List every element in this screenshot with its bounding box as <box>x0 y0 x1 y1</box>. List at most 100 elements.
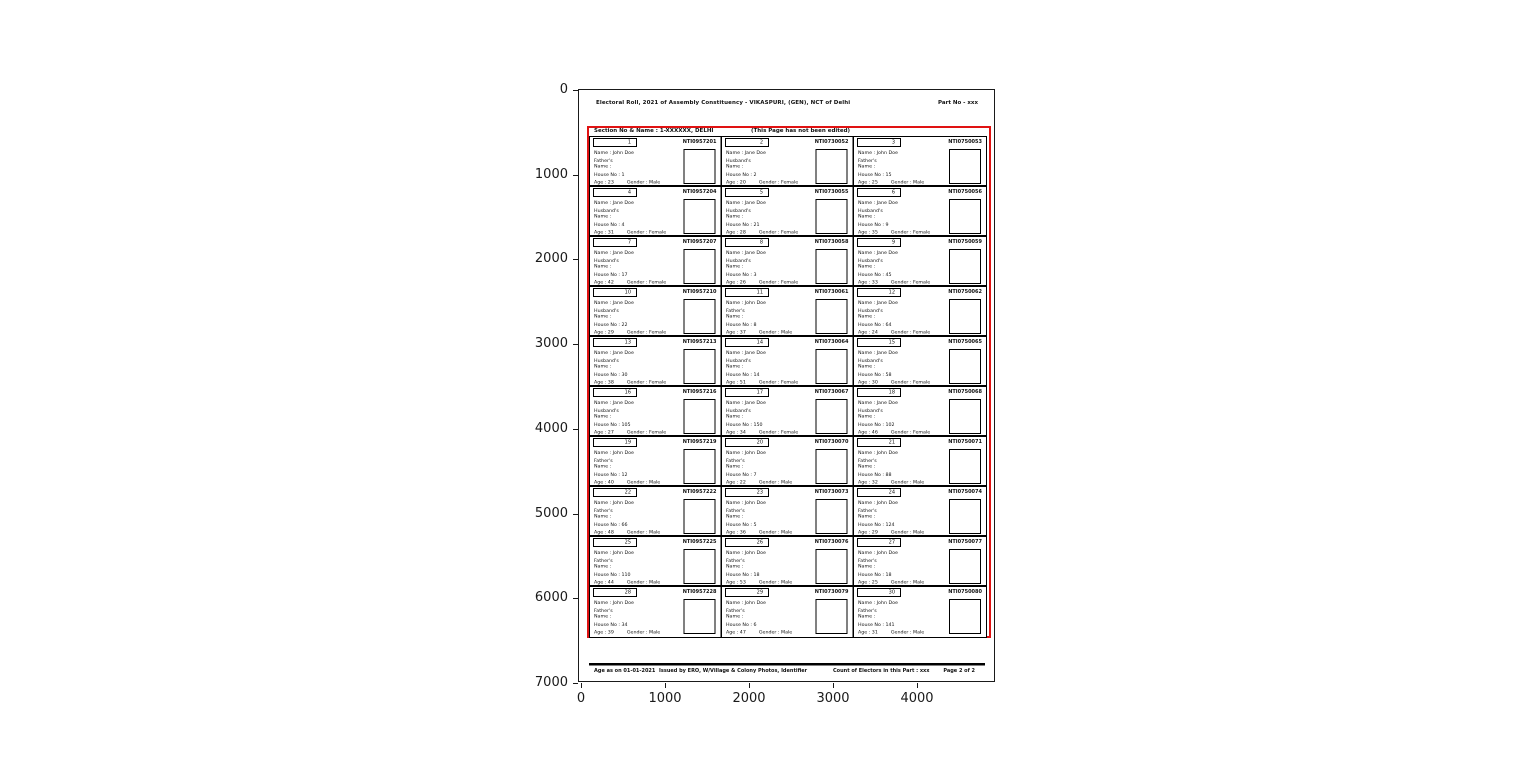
age-value: Age : 24 <box>858 329 878 336</box>
epic-number: NTI0957228 <box>682 589 717 595</box>
serial-number-box: 16 <box>593 388 637 397</box>
voter-name-line: Name : Jane Doe <box>858 400 898 406</box>
epic-number: NTI0750062 <box>948 289 982 295</box>
serial-number-box: 6 <box>857 188 901 197</box>
gender-value: Gender : Female <box>626 379 667 386</box>
voter-name-line: Name : Jane Doe <box>858 200 898 206</box>
relation-name-line: Name : <box>594 513 612 520</box>
age-gender-line: Age : 23 Gender : Male <box>594 180 660 186</box>
relation-name-line: Name : <box>858 613 876 620</box>
epic-number: NTI0730064 <box>814 339 849 345</box>
voter-name-line: Name : John Doe <box>594 550 634 556</box>
x-axis-tick-label: 4000 <box>900 691 934 706</box>
relation-name-line: Name : <box>726 613 744 620</box>
y-axis-tick-label: 7000 <box>534 675 568 690</box>
gender-value: Gender : Male <box>758 579 793 586</box>
photo-box <box>815 499 848 534</box>
epic-number: NTI0730061 <box>814 289 849 295</box>
age-value: Age : 22 <box>726 479 746 486</box>
age-gender-line: Age : 46 Gender : Female <box>858 430 930 436</box>
epic-number: NTI0957216 <box>682 389 717 395</box>
voter-name-line: Name : John Doe <box>726 500 766 506</box>
gender-value: Gender : Male <box>890 179 925 186</box>
y-axis-tick-label: 2000 <box>534 251 568 267</box>
relation-name-line: Name : <box>726 413 744 420</box>
age-value: Age : 37 <box>726 329 746 336</box>
epic-number: NTI0957213 <box>682 339 717 345</box>
serial-number-box: 8 <box>725 238 769 247</box>
age-value: Age : 34 <box>726 429 746 436</box>
epic-number: NTI0750074 <box>948 489 982 495</box>
photo-box <box>815 549 848 584</box>
voter-card: 28 NTI0957228 Name : John Doe Father's Name … <box>590 587 722 637</box>
age-value: Age : 33 <box>858 279 878 286</box>
house-number-line: House No : 15 <box>858 172 892 178</box>
photo-box <box>815 349 848 384</box>
age-gender-line: Age : 34 Gender : Female <box>726 430 798 436</box>
relation-label-line: Father's <box>594 508 613 514</box>
serial-number-box: 12 <box>857 288 901 297</box>
house-number-line: House No : 18 <box>726 572 760 578</box>
photo-box <box>949 149 981 184</box>
house-number-line: House No : 14 <box>726 372 760 378</box>
voter-name-line: Name : John Doe <box>858 500 898 506</box>
age-gender-line: Age : 42 Gender : Female <box>594 280 666 286</box>
relation-name-line: Name : <box>594 313 612 320</box>
gender-value: Gender : Female <box>626 229 667 236</box>
photo-box <box>815 299 848 334</box>
voter-name-line: Name : Jane Doe <box>726 150 766 156</box>
voter-card: 22 NTI0957222 Name : John Doe Father's Name … <box>590 487 722 537</box>
relation-name-line: Name : <box>726 313 744 320</box>
relation-label-line: Husband's <box>594 258 619 264</box>
epic-number: NTI0957222 <box>682 489 717 495</box>
document-page: Electoral Roll, 2021 of Assembly Constit… <box>579 90 996 683</box>
serial-number-box: 5 <box>725 188 769 197</box>
house-number-line: House No : 12 <box>594 472 628 478</box>
house-number-line: House No : 88 <box>858 472 892 478</box>
voter-card: 13 NTI0957213 Name : Jane Doe Husband's Name… <box>590 337 722 387</box>
voter-name-line: Name : Jane Doe <box>726 350 766 356</box>
house-number-line: House No : 6 <box>726 622 757 628</box>
relation-label-line: Husband's <box>726 208 751 214</box>
voter-name-line: Name : Jane Doe <box>594 250 634 256</box>
house-number-line: House No : 1 <box>594 172 625 178</box>
age-gender-line: Age : 27 Gender : Female <box>594 430 666 436</box>
house-number-line: House No : 124 <box>858 522 895 528</box>
gender-value: Gender : Male <box>626 479 661 486</box>
relation-label-line: Husband's <box>858 258 883 264</box>
photo-box <box>949 299 981 334</box>
voter-card: 14 NTI0730064 Name : Jane Doe Husband's Name… <box>722 337 854 387</box>
gender-value: Gender : Female <box>890 279 931 286</box>
age-value: Age : 42 <box>594 279 614 286</box>
age-value: Age : 51 <box>726 379 746 386</box>
relation-label-line: Father's <box>594 608 613 614</box>
house-number-line: House No : 30 <box>594 372 628 378</box>
relation-name-line: Name : <box>858 463 876 470</box>
epic-number: NTI0730079 <box>814 589 849 595</box>
photo-box <box>683 199 716 234</box>
photo-box <box>815 449 848 484</box>
age-value: Age : 40 <box>594 479 614 486</box>
voter-card: 20 NTI0730070 Name : John Doe Father's Name … <box>722 437 854 487</box>
relation-name-line: Name : <box>594 463 612 470</box>
age-gender-line: Age : 44 Gender : Male <box>594 580 660 586</box>
epic-number: NTI0730055 <box>814 189 849 195</box>
voter-name-line: Name : Jane Doe <box>858 350 898 356</box>
house-number-line: House No : 105 <box>594 422 631 428</box>
footer-issue-info: Issued by ERO, W/Village & Colony Photos… <box>659 668 808 674</box>
relation-label-line: Father's <box>726 508 745 514</box>
gender-value: Gender : Male <box>758 529 793 536</box>
age-gender-line: Age : 31 Gender : Male <box>858 630 924 636</box>
epic-number: NTI0730067 <box>814 389 849 395</box>
gender-value: Gender : Male <box>890 629 925 636</box>
photo-box <box>815 149 848 184</box>
relation-name-line: Name : <box>594 213 612 220</box>
age-gender-line: Age : 53 Gender : Male <box>726 580 792 586</box>
house-number-line: House No : 3 <box>726 272 757 278</box>
section-header: Section No & Name : 1-XXXXXX, DELHI <box>594 127 714 134</box>
voter-card: 21 NTI0750071 Name : John Doe Father's Name … <box>854 437 986 487</box>
relation-label-line: Father's <box>858 558 877 564</box>
age-gender-line: Age : 33 Gender : Female <box>858 280 930 286</box>
serial-number-box: 28 <box>593 588 637 597</box>
